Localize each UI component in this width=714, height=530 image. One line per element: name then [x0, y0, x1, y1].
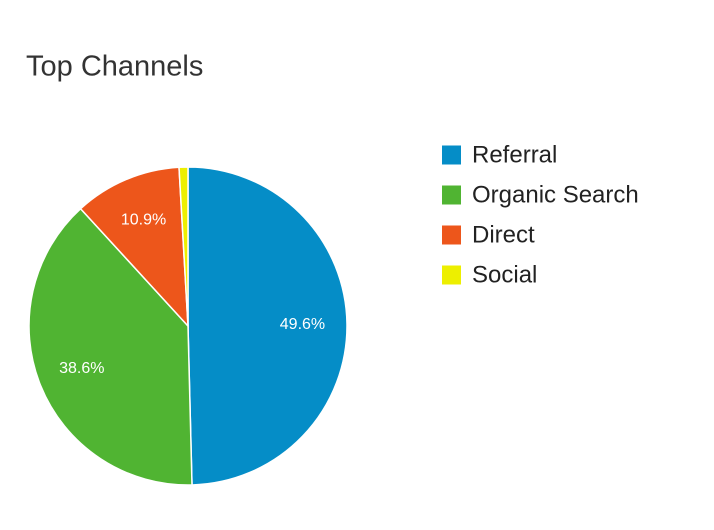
legend-swatch: [442, 185, 461, 205]
legend-swatch: [442, 265, 461, 285]
legend-swatch: [442, 145, 461, 165]
pie-slice: [28, 207, 193, 486]
legend-label: Referral: [472, 141, 557, 168]
slice-label: 49.6%: [280, 316, 325, 333]
legend-label: Social: [472, 261, 537, 288]
pie-slice: [187, 166, 348, 486]
pie-slice: [79, 166, 189, 329]
legend-label: Organic Search: [472, 181, 639, 208]
legend-swatch: [442, 225, 461, 245]
pie-slice: [178, 166, 189, 327]
slice-label: 10.9%: [121, 212, 166, 229]
chart-title: Top Channels: [26, 51, 203, 83]
legend-label: Direct: [472, 221, 535, 248]
slice-label: 38.6%: [59, 360, 104, 377]
